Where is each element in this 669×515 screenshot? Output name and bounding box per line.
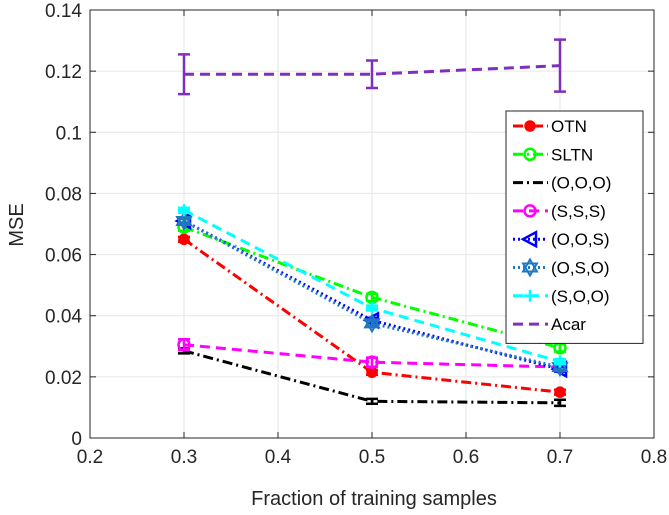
- data-point-o-s-o: [363, 313, 381, 329]
- error-bar-o-o-o: [554, 398, 566, 408]
- legend-marker-sltn: [523, 147, 537, 162]
- legend-marker-o-s-o-inner: [521, 262, 539, 278]
- legend-label-o-s-o: (O,S,O): [551, 259, 610, 278]
- data-point-s-o-o: [366, 302, 378, 315]
- y-tick-label: 0.06: [45, 246, 82, 267]
- series-otn: [178, 233, 566, 398]
- legend-item-o-o-o: (O,O,O): [513, 174, 611, 193]
- legend-item-s-s-s: (S,S,S): [513, 202, 606, 221]
- legend-label-o-o-s: (O,O,S): [551, 230, 610, 249]
- series-line-o-s-o: [183, 219, 561, 369]
- x-axis-title: Fraction of training samples: [251, 488, 497, 510]
- legend-item-s-o-o: (S,O,O): [513, 287, 610, 306]
- error-bar-o-o-o: [366, 397, 378, 406]
- data-point-s-s-s: [177, 338, 191, 352]
- x-tick-label: 0.6: [453, 447, 479, 468]
- y-axis-title: MSE: [6, 203, 28, 246]
- x-tick-label: 0.8: [641, 447, 667, 468]
- legend-item-otn: OTN: [513, 117, 587, 136]
- legend-label-s-o-o: (S,O,O): [551, 287, 610, 306]
- y-tick-label: 0.08: [45, 184, 82, 205]
- series-acar: [178, 38, 566, 96]
- legend-label-s-s-s: (S,S,S): [551, 202, 606, 221]
- legend-marker-s-o-o: [524, 289, 536, 302]
- data-point-otn: [178, 233, 190, 246]
- legend-label-otn: OTN: [551, 117, 587, 136]
- legend-label-o-o-o: (O,O,O): [551, 174, 611, 193]
- legend-marker-o-o-s: [520, 230, 538, 249]
- data-point-s-s-s: [365, 355, 379, 369]
- error-bar-acar: [366, 59, 378, 90]
- legend-label-acar: Acar: [551, 315, 586, 334]
- error-bar-acar: [178, 53, 190, 96]
- legend-item-o-s-o: (O,S,O): [513, 257, 610, 278]
- data-point-o-s-o-inner: [175, 215, 193, 231]
- data-point-s-o-o: [178, 204, 190, 217]
- y-tick-label: 0.1: [56, 123, 82, 144]
- data-point-o-s-o-inner: [363, 318, 381, 334]
- series-layer: [174, 38, 569, 408]
- legend-marker-otn: [524, 120, 536, 132]
- data-point-otn: [554, 386, 566, 398]
- legend-item-sltn: SLTN: [513, 145, 593, 164]
- series-s-o-o: [178, 204, 566, 368]
- x-tick-label: 0.2: [77, 447, 103, 468]
- x-tick-label: 0.5: [359, 447, 385, 468]
- y-tick-label: 0.14: [45, 1, 82, 22]
- series-line-acar: [184, 64, 561, 76]
- legend-marker-o-s-o: [521, 257, 539, 273]
- y-tick-label: 0.02: [45, 368, 82, 389]
- y-tick-label: 0.12: [45, 62, 82, 83]
- x-tick-label: 0.4: [265, 447, 292, 468]
- legend-marker-s-s-s: [523, 204, 537, 218]
- axes: 0.2 0.3 0.4 0.5 0.6 0.7 0.8 0 0.02 0.04 0.06 0.08 0.…: [45, 1, 667, 468]
- legend-label-sltn: SLTN: [551, 145, 593, 164]
- data-point-o-s-o: [175, 210, 193, 226]
- y-tick-label: 0.04: [45, 307, 82, 328]
- data-point-s-o-o: [554, 355, 566, 368]
- x-tick-label: 0.7: [547, 447, 573, 468]
- error-bar-acar: [554, 38, 566, 93]
- legend: OTN SLTN (O,O,O) (S,S,S) (O,O,S) (O,S,O) (S,O,…: [505, 110, 644, 344]
- legend-item-acar: Acar: [513, 315, 586, 334]
- y-tick-label: 0: [71, 429, 82, 450]
- x-tick-label: 0.3: [171, 447, 197, 468]
- legend-item-o-o-s: (O,O,S): [513, 230, 610, 249]
